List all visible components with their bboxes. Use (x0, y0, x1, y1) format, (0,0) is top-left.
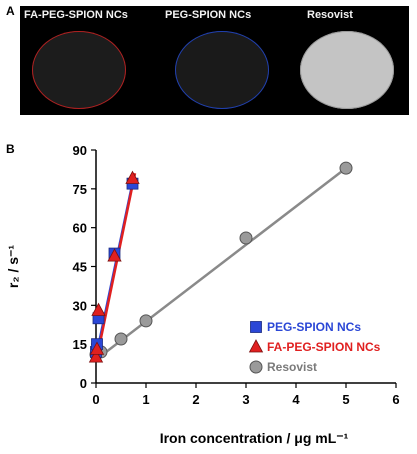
data-point (339, 161, 353, 175)
x-tick-label: 6 (392, 392, 399, 407)
x-tick-label: 1 (142, 392, 149, 407)
data-markers (88, 161, 353, 363)
legend-marker (249, 360, 263, 374)
legend-label: FA-PEG-SPION NCs (267, 340, 381, 354)
data-point (91, 302, 106, 316)
fit-line (94, 173, 137, 363)
x-axis-label: Iron concentration / μg mL⁻¹ (160, 430, 349, 446)
panel-b-letter: B (6, 142, 15, 156)
data-point (89, 341, 105, 355)
y-tick-label: 75 (73, 182, 87, 197)
mri-disc-fa-peg-spion (32, 31, 126, 109)
y-tick-label: 15 (73, 337, 87, 352)
legend-label: Resovist (267, 360, 317, 374)
data-point (239, 231, 253, 245)
panel-a-letter: A (6, 4, 15, 18)
x-tick-label: 3 (242, 392, 249, 407)
y-tick-label: 60 (73, 221, 87, 236)
fit-lines (94, 167, 347, 363)
mri-image-strip: FA-PEG-SPION NCs PEG-SPION NCs Resovist (20, 6, 409, 115)
y-tick-label: 90 (73, 143, 87, 158)
fit-line (95, 167, 347, 361)
x-tick-label: 0 (92, 392, 99, 407)
data-point (139, 314, 153, 328)
y-tick-label: 30 (73, 298, 87, 313)
legend-label: PEG-SPION NCs (267, 320, 361, 334)
data-point (107, 248, 122, 262)
legend-marker (248, 339, 264, 353)
mri-disc-peg-spion (175, 31, 269, 109)
x-tick-label: 2 (192, 392, 199, 407)
y-tick-label: 45 (73, 260, 87, 275)
sample-label-resovist: Resovist (307, 9, 353, 21)
x-tick-label: 5 (342, 392, 349, 407)
y-tick-label: 0 (80, 376, 87, 391)
sample-label-peg-spion: PEG-SPION NCs (165, 9, 252, 21)
y-axis-label: r₂ / s⁻¹ (5, 245, 21, 289)
data-point (125, 170, 140, 184)
x-tick-label: 4 (292, 392, 300, 407)
data-point (88, 349, 104, 363)
legend-marker (250, 321, 262, 333)
mri-disc-resovist (300, 31, 394, 109)
chart-legend: PEG-SPION NCs FA-PEG-SPION NCs Resovist (248, 320, 381, 374)
data-point (114, 332, 128, 346)
sample-label-fa-peg-spion: FA-PEG-SPION NCs (24, 9, 128, 21)
